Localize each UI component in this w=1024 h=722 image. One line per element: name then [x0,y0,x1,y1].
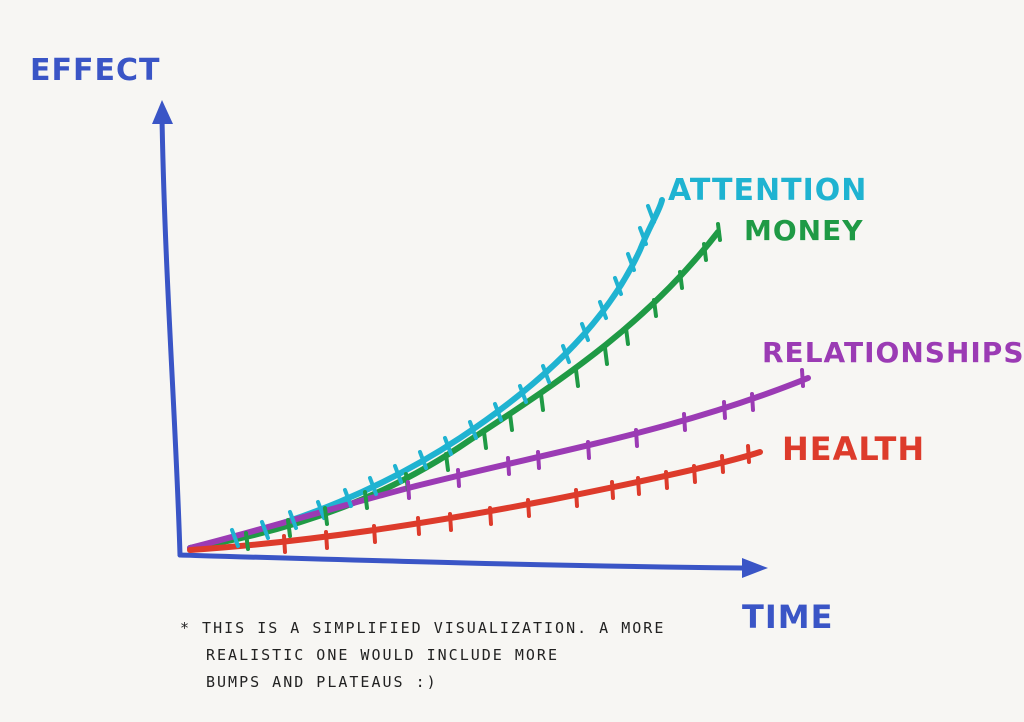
series-label-money: MONEY [744,214,864,247]
y-axis-arrow [152,100,173,124]
series-line-relationships [187,375,811,551]
health-ticks [282,444,751,554]
series-label-attention: ATTENTION [668,173,867,208]
series-line-money [187,229,721,551]
money-ticks [244,222,722,551]
series-line-attention [187,197,665,551]
footnote-line-1: * THIS IS A SIMPLIFIED VISUALIZATION. A … [180,619,665,637]
y-axis-label: EFFECT [30,53,160,88]
x-axis-label: TIME [742,598,833,636]
series-label-health: HEALTH [782,430,925,468]
series-label-relationships: RELATIONSHIPS [762,336,1024,369]
footnote-line-2: REALISTIC ONE WOULD INCLUDE MORE [206,646,559,664]
series-line-health [187,449,763,553]
series-lines [187,197,811,553]
tick-marks [230,204,805,554]
x-axis [177,552,745,571]
y-axis [159,115,183,558]
x-axis-arrow [742,558,768,578]
footnote-line-3: BUMPS AND PLATEAUS :) [206,673,438,691]
axes [152,100,768,578]
relationships-ticks [406,368,805,500]
attention-ticks [230,204,656,548]
